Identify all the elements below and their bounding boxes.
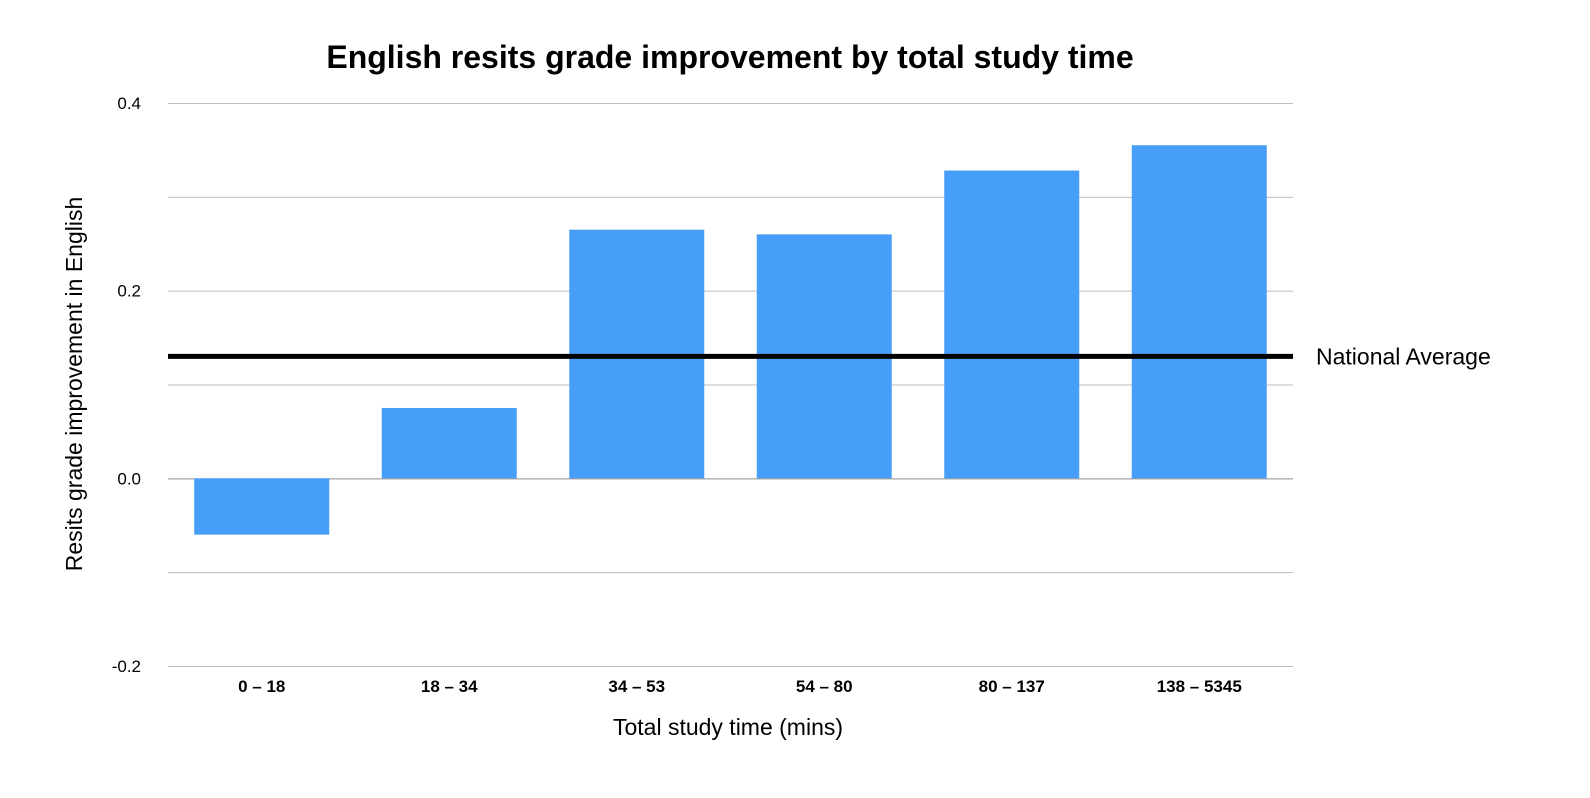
- chart-title: English resits grade improvement by tota…: [326, 39, 1133, 75]
- bar: [944, 170, 1080, 479]
- y-axis-label: Resits grade improvement in English: [61, 197, 87, 572]
- x-axis-label: Total study time (mins): [613, 714, 843, 740]
- y-tick-label: 0.2: [117, 282, 141, 301]
- reference-line-group: National Average: [168, 343, 1491, 369]
- x-tick-label: 138 – 5345: [1157, 677, 1242, 696]
- national-average-label: National Average: [1316, 343, 1491, 369]
- gridlines: [168, 103, 1293, 667]
- x-tick-label: 34 – 53: [608, 677, 665, 696]
- bars: [194, 145, 1267, 535]
- bar: [1131, 145, 1267, 479]
- bar: [381, 407, 517, 479]
- y-tick-label: 0.4: [117, 94, 141, 113]
- x-tick-label: 54 – 80: [796, 677, 853, 696]
- x-axis-ticks: 0 – 18 18 – 34 34 – 53 54 – 80 80 – 137 138 –…: [238, 677, 1242, 696]
- y-tick-label: 0.0: [117, 469, 141, 488]
- y-axis-ticks: -0.2 0.0 0.2 0.4: [112, 94, 141, 676]
- y-tick-label: -0.2: [112, 657, 141, 676]
- x-tick-label: 80 – 137: [979, 677, 1045, 696]
- x-tick-label: 18 – 34: [421, 677, 478, 696]
- bar: [194, 478, 330, 535]
- x-tick-label: 0 – 18: [238, 677, 285, 696]
